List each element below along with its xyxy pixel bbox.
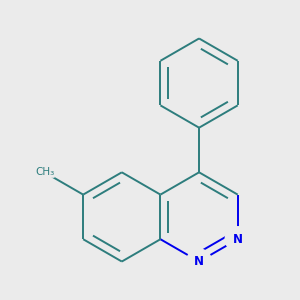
Text: CH₃: CH₃ [35, 167, 54, 177]
Text: N: N [194, 255, 204, 268]
Circle shape [187, 249, 211, 274]
Circle shape [225, 227, 250, 252]
Text: CH₃: CH₃ [35, 167, 54, 177]
Text: N: N [233, 233, 243, 246]
